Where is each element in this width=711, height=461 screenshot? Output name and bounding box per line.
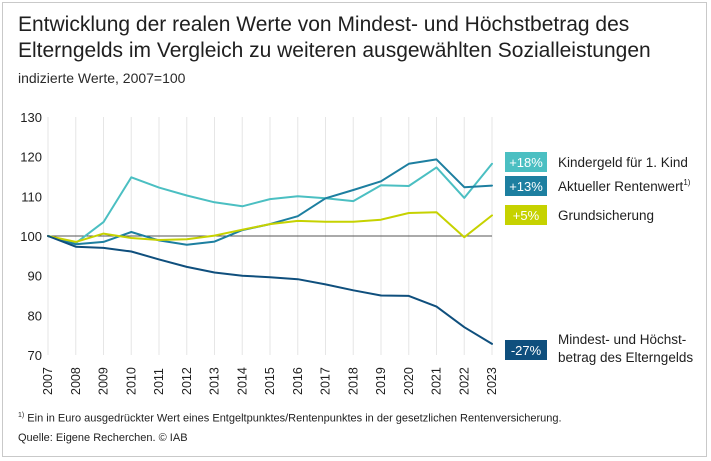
x-tick-label-2013: 2013 <box>208 367 222 395</box>
chart-frame <box>2 2 707 457</box>
y-tick-label-130: 130 <box>20 110 42 125</box>
x-tick-label-2022: 2022 <box>457 367 471 395</box>
chart-title-line-1: Entwicklung der realen Werte von Mindest… <box>18 13 630 36</box>
x-tick-label-2019: 2019 <box>374 367 388 395</box>
chart-title-line-2: Elterngelds im Vergleich zu weiteren aus… <box>18 39 651 62</box>
badge-label-1: +18% <box>509 155 543 170</box>
x-tick-label-2016: 2016 <box>291 367 305 395</box>
x-tick-label-2015: 2015 <box>263 367 277 395</box>
source-note: Quelle: Eigene Recherchen. © IAB <box>18 432 188 444</box>
chart-title: Entwicklung der realen Werte von Mindest… <box>18 12 698 64</box>
series-line-3 <box>47 211 493 243</box>
y-tick-label-80: 80 <box>28 308 42 323</box>
x-tick-label-2012: 2012 <box>180 367 194 395</box>
x-tick-label-2014: 2014 <box>235 367 249 395</box>
badge-1 <box>505 152 547 172</box>
y-tick-label-110: 110 <box>21 189 42 204</box>
footnote: 1) Ein in Euro ausgedrückter Wert eines … <box>18 412 562 425</box>
footnote-text: Ein in Euro ausgedrückter Wert eines Ent… <box>27 412 562 425</box>
badge-label-3: +5% <box>513 208 540 223</box>
legend-label-2: Aktueller Rentenwert1) <box>558 178 691 194</box>
x-tick-label-2020: 2020 <box>402 367 416 395</box>
x-tick-label-2017: 2017 <box>319 367 333 395</box>
y-tick-label-90: 90 <box>28 269 42 284</box>
x-tick-label-2011: 2011 <box>152 368 166 395</box>
x-tick-label-2021: 2021 <box>430 367 444 395</box>
y-tick-label-100: 100 <box>20 229 42 244</box>
badge-label-2: +13% <box>509 179 543 194</box>
y-tick-label-70: 70 <box>28 348 42 363</box>
footnote-marker: 1) <box>18 412 25 419</box>
x-tick-label-2009: 2009 <box>97 367 111 395</box>
x-tick-label-2010: 2010 <box>124 367 138 395</box>
legend-label-4: Mindest- und Höchst- <box>558 332 686 347</box>
legend-label-4-line-2: betrag des Elterngelds <box>558 350 693 365</box>
x-tick-label-2023: 2023 <box>485 367 499 395</box>
series-line-1 <box>47 162 493 245</box>
y-tick-label-120: 120 <box>20 150 42 165</box>
x-tick-label-2007: 2007 <box>41 367 55 395</box>
badge-label-4: -27% <box>511 343 542 358</box>
x-tick-label-2018: 2018 <box>346 367 360 395</box>
legend-superscript-2: 1) <box>683 178 690 187</box>
series-line-4 <box>47 235 493 345</box>
badge-3 <box>505 205 547 225</box>
legend-label-3: Grundsicherung <box>558 208 654 223</box>
legend-label-1: Kindergeld für 1. Kind <box>558 155 688 170</box>
chart-subtitle: indizierte Werte, 2007=100 <box>18 70 186 86</box>
badge-2 <box>505 176 547 196</box>
x-tick-label-2008: 2008 <box>69 367 83 395</box>
badge-4 <box>505 340 547 360</box>
